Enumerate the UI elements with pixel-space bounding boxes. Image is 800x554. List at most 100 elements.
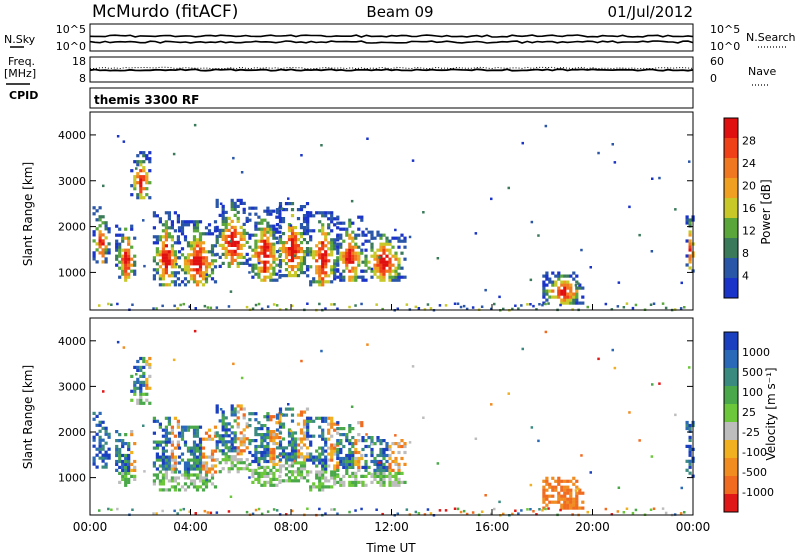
power-cell xyxy=(566,283,570,287)
power-cell xyxy=(563,280,567,284)
power-cell xyxy=(242,228,246,232)
power-cell xyxy=(257,215,261,219)
power-cell xyxy=(167,217,171,221)
nave-line xyxy=(89,66,694,70)
power-cell xyxy=(330,241,334,245)
power-cell xyxy=(230,243,234,247)
velocity-cell xyxy=(92,459,96,463)
velocity-cell xyxy=(266,442,270,446)
power-cell xyxy=(161,250,165,254)
velocity-cell xyxy=(263,447,267,452)
velocity-cell xyxy=(198,461,203,465)
velocity-cell xyxy=(278,422,283,426)
power-cell xyxy=(385,254,389,258)
velocity-cell xyxy=(189,425,194,429)
velocity-cell xyxy=(127,471,131,475)
velocity-cell xyxy=(354,483,358,487)
velocity-cell xyxy=(254,447,258,452)
velocity-cell xyxy=(127,459,131,464)
power-cell xyxy=(142,178,146,182)
velocity-cell xyxy=(204,437,209,441)
power-cell xyxy=(290,214,295,218)
velocity-cell xyxy=(604,507,608,511)
velocity-cell xyxy=(275,428,280,432)
power-cell xyxy=(236,255,240,259)
power-cell xyxy=(348,248,352,252)
power-cell xyxy=(260,233,264,237)
velocity-cell xyxy=(213,464,218,468)
power-cell xyxy=(537,234,540,237)
velocity-cell xyxy=(245,510,249,514)
velocity-cell xyxy=(142,365,146,369)
velocity-cell xyxy=(224,428,228,432)
velocity-cell xyxy=(266,450,270,455)
power-cell xyxy=(360,218,364,222)
velocity-cell xyxy=(315,455,319,459)
power-cell xyxy=(173,265,177,269)
velocity-cell xyxy=(394,434,397,437)
power-cell xyxy=(327,226,331,230)
velocity-cell xyxy=(251,512,255,516)
power-cell xyxy=(118,266,122,270)
power-cell xyxy=(204,226,209,230)
power-cell xyxy=(299,241,304,245)
power-cell xyxy=(242,210,246,214)
power-cell xyxy=(215,237,219,241)
velocity-cell xyxy=(397,468,401,472)
velocity-cell xyxy=(227,440,231,444)
power-cell xyxy=(622,306,626,309)
power-cell xyxy=(224,228,228,232)
velocity-cell xyxy=(293,476,298,480)
power-cell xyxy=(115,224,119,228)
power-cell xyxy=(215,198,219,202)
power-cell xyxy=(357,245,361,249)
velocity-cell xyxy=(382,483,386,487)
power-cell xyxy=(370,248,374,252)
velocity-cell xyxy=(426,508,430,511)
velocity-cell xyxy=(315,464,319,468)
power-cell xyxy=(569,301,573,305)
velocity-cell xyxy=(547,507,550,510)
power-cell xyxy=(348,251,352,255)
power-cell xyxy=(236,219,240,223)
velocity-cell xyxy=(229,445,233,448)
velocity-cell xyxy=(284,452,289,456)
power-cell xyxy=(204,280,209,284)
power-cell xyxy=(327,253,331,257)
power-cell xyxy=(251,266,255,270)
power-cell xyxy=(189,244,194,248)
velocity-echoes xyxy=(92,329,695,517)
power-cell xyxy=(221,237,225,241)
power-cell xyxy=(336,233,340,237)
velocity-cell xyxy=(133,459,137,464)
velocity-cell xyxy=(124,471,128,475)
power-cell xyxy=(230,198,234,202)
power-cell xyxy=(287,250,292,254)
power-cell xyxy=(385,239,389,243)
power-cell xyxy=(173,259,177,263)
velocity-cell xyxy=(263,459,267,464)
power-cell xyxy=(385,248,389,252)
power-cell xyxy=(183,235,188,239)
power-cell xyxy=(403,236,407,240)
power-cell xyxy=(465,307,469,311)
velocity-cell xyxy=(342,462,346,466)
power-cell xyxy=(272,303,276,306)
power-cell xyxy=(230,240,234,244)
velocity-cell xyxy=(164,428,168,432)
power-cell xyxy=(210,244,215,248)
velocity-cell xyxy=(348,439,352,443)
velocity-cell xyxy=(345,439,349,443)
power-cell xyxy=(133,263,137,267)
velocity-cell xyxy=(101,456,105,460)
power-cell xyxy=(124,227,128,231)
power-cell xyxy=(348,275,352,279)
velocity-cell xyxy=(176,425,180,429)
power-cell xyxy=(544,302,547,306)
power-cell xyxy=(688,245,692,249)
power-cell xyxy=(302,214,307,218)
velocity-cell xyxy=(324,464,328,468)
velocity-cell xyxy=(685,423,689,428)
power-cell xyxy=(342,275,346,279)
velocity-cell xyxy=(158,479,162,483)
